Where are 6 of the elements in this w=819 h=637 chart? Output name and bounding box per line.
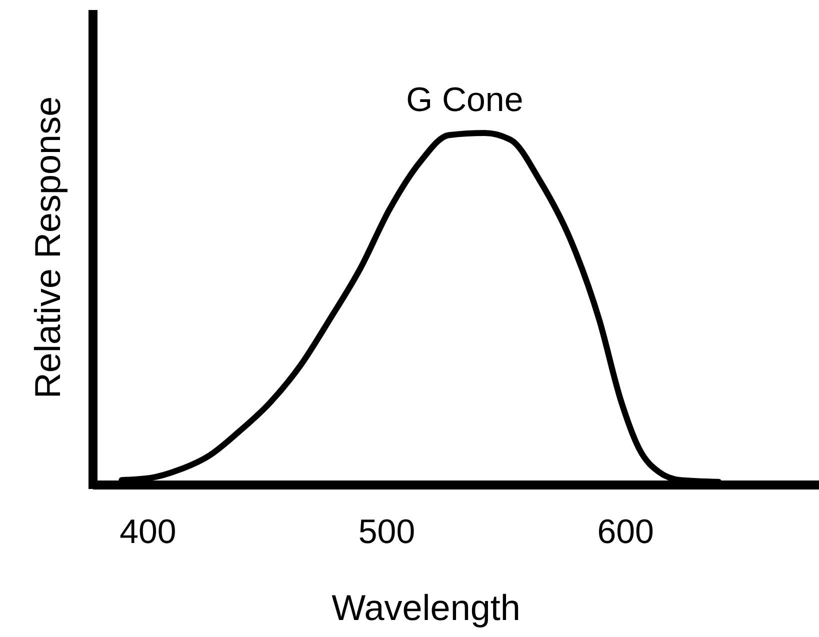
x-tick-label: 400 [120,513,176,552]
x-tick-label: 500 [358,513,416,552]
y-axis-title: Relative Response [27,96,68,399]
x-tick-label: 600 [597,513,654,552]
x-axis-title: Wavelength [332,587,520,628]
series-label: G Cone [406,81,524,119]
